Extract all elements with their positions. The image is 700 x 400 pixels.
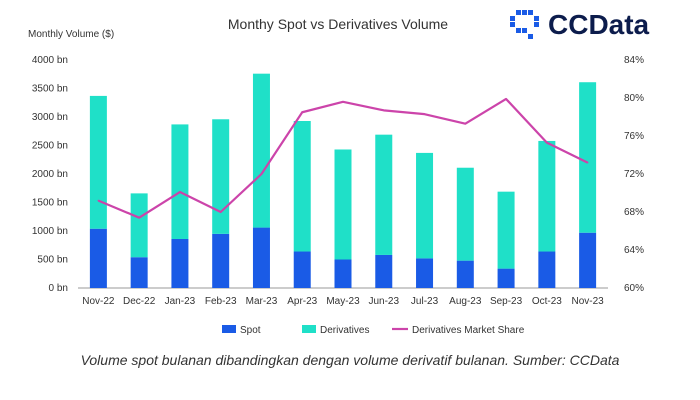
- share-point: [423, 113, 426, 115]
- bar-spot: [212, 233, 230, 288]
- share-point: [464, 122, 467, 125]
- share-point: [179, 191, 181, 193]
- bar-derivatives: [579, 82, 597, 233]
- chart: Monthy Spot vs Derivatives Volume Monthl…: [28, 9, 650, 336]
- x-tick-label: May-23: [326, 296, 360, 307]
- bar-derivatives: [334, 149, 352, 260]
- x-tick-label: Dec-22: [123, 296, 156, 307]
- bar-derivatives: [416, 152, 434, 259]
- y-tick-label: 500 bn: [37, 255, 68, 266]
- share-point: [505, 98, 507, 100]
- bar-spot: [334, 259, 352, 288]
- x-tick-label: Aug-23: [449, 296, 482, 307]
- legend-swatch: [302, 325, 316, 333]
- share-point: [97, 199, 100, 202]
- bar-spot: [456, 260, 474, 288]
- y2-tick-label: 60%: [624, 283, 644, 294]
- x-tick-label: Nov-23: [571, 296, 604, 307]
- ccdata-logo-icon: [510, 10, 539, 39]
- x-tick-label: Feb-23: [205, 296, 237, 307]
- y-tick-label: 1000 bn: [32, 226, 68, 237]
- x-tick-label: Nov-22: [82, 296, 115, 307]
- legend-label: Derivatives Market Share: [412, 325, 525, 336]
- share-point: [342, 101, 344, 103]
- brand-name: CCData: [548, 9, 650, 40]
- share-point: [138, 216, 140, 219]
- x-tick-label: Jun-23: [368, 296, 399, 307]
- bar-spot: [497, 268, 515, 288]
- share-point: [301, 111, 304, 114]
- bar-spot: [89, 228, 107, 288]
- y2-tick-label: 72%: [624, 169, 644, 180]
- bar-derivatives: [252, 73, 270, 228]
- bar-spot: [252, 227, 270, 288]
- x-tick-label: Oct-23: [532, 296, 562, 307]
- brand-logo: CCData: [510, 9, 650, 40]
- bar-spot: [538, 251, 556, 288]
- bar-derivatives: [293, 120, 311, 252]
- bar-derivatives: [538, 140, 556, 252]
- y-tick-label: 2500 bn: [32, 141, 68, 152]
- legend-swatch: [222, 325, 236, 333]
- bar-derivatives: [89, 95, 107, 229]
- y-tick-label: 0 bn: [49, 283, 68, 294]
- y2-tick-label: 80%: [624, 93, 644, 104]
- bar-derivatives: [375, 134, 393, 255]
- x-tick-label: Sep-23: [490, 296, 523, 307]
- x-tick-label: Mar-23: [246, 296, 278, 307]
- bar-spot: [416, 258, 434, 288]
- bar-derivatives: [212, 119, 230, 234]
- figure-caption: Volume spot bulanan dibandingkan dengan …: [80, 352, 620, 368]
- y-tick-label: 1500 bn: [32, 198, 68, 209]
- y2-tick-label: 84%: [624, 55, 644, 66]
- bar-spot: [375, 254, 393, 288]
- share-point: [382, 109, 385, 112]
- legend-label: Spot: [240, 325, 261, 336]
- bar-derivatives: [497, 191, 515, 269]
- chart-title: Monthy Spot vs Derivatives Volume: [228, 16, 448, 32]
- y2-tick-label: 76%: [624, 131, 644, 142]
- x-tick-label: Jan-23: [165, 296, 196, 307]
- bar-spot: [171, 238, 189, 288]
- x-tick-label: Apr-23: [287, 296, 317, 307]
- y-tick-label: 4000 bn: [32, 55, 68, 66]
- y-tick-label: 3500 bn: [32, 84, 68, 95]
- plot-area: 0 bn 500 bn 1000 bn 1500 bn 2000 bn 2500 bn 30…: [32, 55, 644, 307]
- share-point: [260, 173, 263, 175]
- legend: Spot Derivatives Derivatives Market Share: [222, 325, 525, 336]
- bar-derivatives: [456, 167, 474, 261]
- y2-tick-label: 68%: [624, 207, 644, 218]
- share-point: [546, 141, 548, 144]
- bar-spot: [293, 251, 311, 288]
- bar-derivatives: [130, 193, 148, 258]
- y-axis-label: Monthly Volume ($): [28, 29, 114, 40]
- bar-spot: [579, 232, 597, 288]
- share-point: [219, 211, 222, 213]
- bar-spot: [130, 257, 148, 288]
- share-point: [586, 161, 589, 164]
- y2-tick-label: 64%: [624, 245, 644, 256]
- x-tick-label: Jul-23: [411, 296, 439, 307]
- legend-label: Derivatives: [320, 325, 369, 336]
- y-tick-label: 3000 bn: [32, 112, 68, 123]
- y-tick-label: 2000 bn: [32, 169, 68, 180]
- bar-derivatives: [171, 124, 189, 239]
